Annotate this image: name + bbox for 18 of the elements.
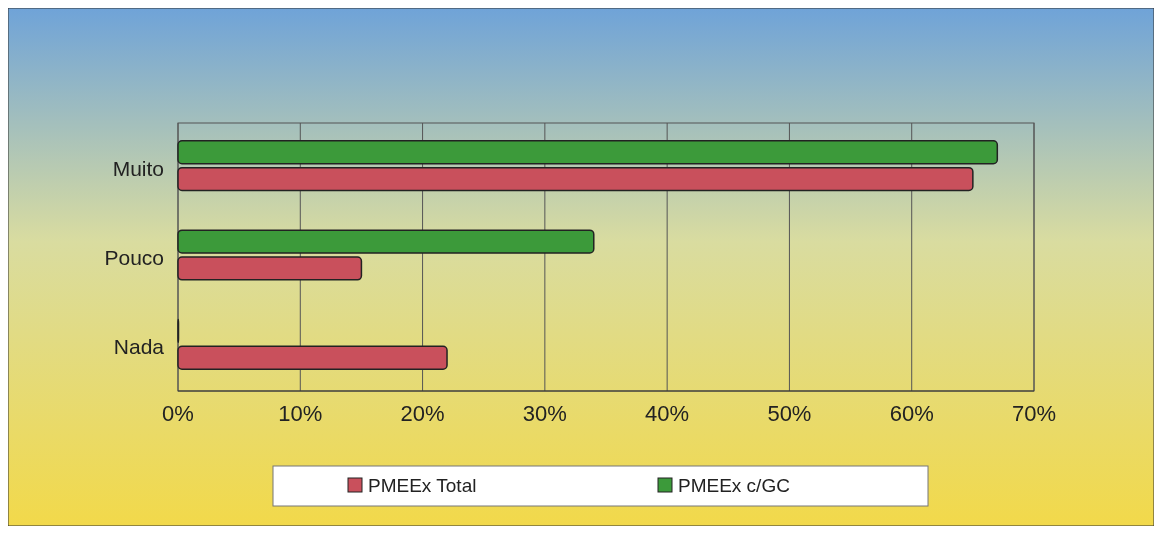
- y-tick-label: Pouco: [104, 246, 164, 269]
- y-tick-label: Muito: [112, 156, 164, 180]
- bar: [177, 345, 448, 370]
- x-tick-label: 50%: [767, 401, 812, 426]
- y-tick-label: Nada: [113, 335, 165, 359]
- bar: [177, 166, 974, 192]
- bar: [177, 140, 999, 165]
- legend-label: PMEEx Total: [368, 475, 477, 496]
- x-tick-label: 10%: [278, 401, 323, 426]
- x-tick-label: 60%: [889, 401, 934, 426]
- x-tick-label: 30%: [522, 401, 567, 426]
- x-tick-label: 40%: [645, 401, 690, 426]
- bar: [177, 256, 363, 281]
- x-tick-label: 0%: [162, 401, 194, 426]
- bar: [177, 229, 595, 254]
- legend-label: PMEEx c/GC: [678, 475, 790, 496]
- x-tick-label: 70%: [1011, 401, 1057, 426]
- x-tick-label: 20%: [400, 401, 445, 426]
